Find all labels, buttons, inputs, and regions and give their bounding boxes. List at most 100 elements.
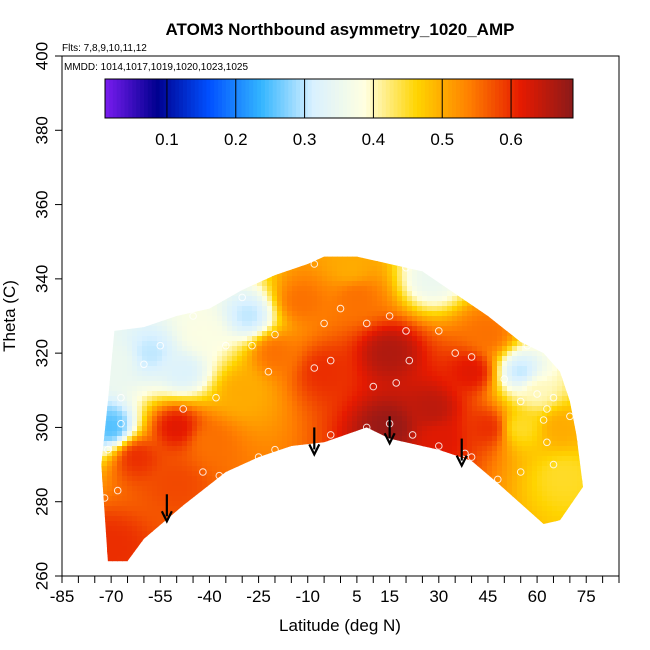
heatmap-cell [127, 411, 133, 417]
heatmap-cell [62, 531, 68, 537]
heatmap-cell [222, 411, 228, 417]
heatmap-cell [337, 531, 343, 537]
heatmap-cell [172, 461, 178, 467]
heatmap-cell [92, 556, 98, 562]
heatmap-cell [107, 511, 113, 517]
heatmap-cell [397, 486, 403, 492]
heatmap-cell [442, 421, 448, 427]
heatmap-cell [182, 541, 188, 547]
heatmap-cell [287, 296, 293, 302]
heatmap-cell [222, 381, 228, 387]
heatmap-cell [217, 421, 223, 427]
heatmap-cell [327, 496, 333, 502]
heatmap-cell [101, 361, 103, 367]
heatmap-cell [82, 396, 88, 402]
heatmap-cell [322, 411, 328, 417]
heatmap-cell [307, 471, 313, 477]
heatmap-cell [222, 391, 228, 397]
heatmap-cell [62, 256, 68, 262]
heatmap-cell [142, 561, 148, 562]
heatmap-cell [412, 481, 418, 487]
heatmap-cell [172, 386, 178, 392]
heatmap-cell [112, 406, 118, 412]
heatmap-cell [257, 441, 263, 447]
heatmap-cell [257, 336, 263, 342]
heatmap-cell [372, 541, 378, 547]
heatmap-cell [362, 476, 368, 482]
heatmap-cell [337, 526, 343, 532]
heatmap-cell [62, 451, 68, 457]
heatmap-cell [127, 366, 133, 372]
heatmap-cell [447, 521, 453, 527]
heatmap-cell [377, 256, 383, 262]
heatmap-cell [257, 481, 263, 487]
heatmap-cell [172, 566, 178, 572]
heatmap-cell [422, 526, 428, 532]
heatmap-cell [302, 371, 308, 377]
heatmap-cell [337, 416, 343, 422]
heatmap-cell [107, 256, 113, 262]
heatmap-cell [72, 251, 78, 257]
heatmap-cell [297, 471, 303, 477]
heatmap-cell [67, 256, 73, 262]
heatmap-cell [292, 451, 298, 457]
heatmap-cell [107, 316, 113, 322]
heatmap-cell [287, 496, 293, 502]
heatmap-cell [101, 526, 103, 532]
heatmap-cell [312, 326, 318, 332]
heatmap-cell [112, 496, 118, 502]
heatmap-cell [212, 371, 218, 377]
heatmap-cell [217, 321, 223, 327]
heatmap-cell [192, 456, 198, 462]
heatmap-cell [67, 516, 73, 522]
heatmap-cell [132, 271, 138, 277]
heatmap-cell [262, 526, 268, 532]
heatmap-cell [412, 256, 418, 262]
heatmap-cell [267, 566, 273, 572]
heatmap-cell [282, 486, 288, 492]
heatmap-cell [101, 291, 103, 297]
heatmap-cell [347, 441, 353, 447]
heatmap-cell [332, 466, 338, 472]
heatmap-cell [192, 486, 198, 492]
heatmap-cell [147, 276, 153, 282]
heatmap-cell [332, 491, 338, 497]
heatmap-cell [262, 521, 268, 527]
heatmap-cell [267, 286, 273, 292]
heatmap-cell [142, 511, 148, 517]
heatmap-cell [217, 556, 223, 562]
heatmap-cell [307, 316, 313, 322]
heatmap-cell [137, 461, 143, 467]
heatmap-cell [62, 406, 68, 412]
heatmap-cell [337, 266, 343, 272]
heatmap-cell [292, 311, 298, 317]
heatmap-cell [72, 376, 78, 382]
heatmap-cell [302, 276, 308, 282]
heatmap-cell [182, 551, 188, 557]
heatmap-cell [107, 471, 113, 477]
heatmap-cell [442, 441, 448, 447]
heatmap-cell [352, 351, 358, 357]
heatmap-cell [122, 261, 128, 267]
heatmap-cell [101, 401, 103, 407]
heatmap-cell [187, 251, 193, 257]
heatmap-cell [277, 286, 283, 292]
heatmap-cell [362, 556, 368, 562]
heatmap-cell [62, 556, 68, 562]
heatmap-cell [297, 426, 303, 432]
heatmap-cell [442, 276, 448, 282]
heatmap-cell [382, 541, 388, 547]
heatmap-cell [337, 401, 343, 407]
heatmap-cell [102, 276, 108, 282]
heatmap-cell [137, 481, 143, 487]
heatmap-cell [297, 361, 303, 367]
heatmap-cell [77, 556, 83, 562]
heatmap-cell [402, 266, 408, 272]
heatmap-cell [377, 386, 383, 392]
heatmap-cell [227, 261, 233, 267]
heatmap-cell [332, 371, 338, 377]
heatmap-cell [112, 391, 118, 397]
heatmap-cell [227, 381, 233, 387]
heatmap-cell [157, 371, 163, 377]
heatmap-cell [112, 286, 118, 292]
